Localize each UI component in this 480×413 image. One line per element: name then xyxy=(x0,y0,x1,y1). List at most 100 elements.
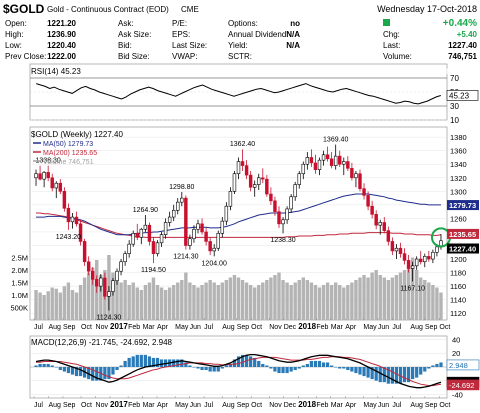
macd-hist-bar xyxy=(321,362,326,367)
candle-body xyxy=(34,173,38,179)
macd-hist-bar xyxy=(70,367,75,375)
x-tick-label: Mar xyxy=(331,402,344,409)
macd-hist-bar xyxy=(172,359,176,367)
rsi-tick-label: 70 xyxy=(450,74,459,83)
macd-hist-bar xyxy=(107,367,111,380)
macd-hist-bar xyxy=(95,367,99,381)
macd-hist-bar xyxy=(305,363,309,367)
volume-tick-label: 2.0M xyxy=(11,266,28,275)
volume-bar xyxy=(386,280,391,320)
field-value: N/A xyxy=(286,41,300,50)
volume-bar xyxy=(382,277,386,320)
candle-body xyxy=(38,173,42,180)
volume-bar xyxy=(362,275,366,320)
candle-body xyxy=(313,162,318,170)
candle-body xyxy=(91,270,95,280)
candle-body xyxy=(176,201,180,211)
candle-body xyxy=(257,177,261,185)
macd-hist-bar xyxy=(427,367,431,369)
volume-bar xyxy=(240,280,245,320)
price-annotation: 1298.80 xyxy=(169,184,194,191)
macd-hist-bar xyxy=(253,357,257,367)
price-annotation: 1338.30 xyxy=(36,157,61,164)
volume-tick-label: 1.5M xyxy=(11,279,28,288)
candle-body xyxy=(333,155,338,166)
macd-hist-bar xyxy=(58,367,62,371)
volume-bar xyxy=(305,280,310,320)
candle-body xyxy=(127,243,131,254)
volume-label: Volume: xyxy=(383,52,412,61)
x-tick-label: Jul xyxy=(392,402,401,409)
x-tick-label: Feb xyxy=(128,324,140,331)
price-annotation: 1214.30 xyxy=(173,253,198,260)
volume-bar xyxy=(192,285,196,320)
x-tick-label: 2017 xyxy=(110,322,128,331)
candle-body xyxy=(192,228,196,240)
x-tick-label: May xyxy=(175,402,189,409)
macd-hist-bar xyxy=(208,367,212,372)
price-last-label: 1227.40 xyxy=(449,244,476,253)
macd-hist-bar xyxy=(143,354,147,367)
candle-body xyxy=(143,224,148,230)
volume-bar xyxy=(159,287,164,320)
candle-body xyxy=(435,246,439,253)
volume-bar xyxy=(180,280,184,320)
quote-fields: Open: 1221.20 High: 1236.90 Low: 1220.40Prev … xyxy=(5,19,300,61)
price-tick-label: 1140 xyxy=(450,296,466,305)
candle-body xyxy=(155,242,160,254)
macd-hist-bar xyxy=(265,365,269,367)
field-value: N/A xyxy=(286,30,300,39)
legend-entry: MA(50) 1279.73 xyxy=(43,141,93,148)
price-tick-label: 1180 xyxy=(450,269,466,278)
volume-tick-label: 500K xyxy=(10,304,28,313)
candle-body xyxy=(147,224,152,242)
candle-body xyxy=(423,256,427,263)
candle-body xyxy=(54,182,58,189)
candle-body xyxy=(111,280,115,292)
volume-bar xyxy=(269,277,273,320)
price-last-box xyxy=(447,243,479,254)
field-label: Yield: xyxy=(228,41,248,50)
x-tick-label: Oct xyxy=(81,324,92,331)
volume-bar xyxy=(248,285,253,320)
x-tick-label: Jul xyxy=(204,402,213,409)
candle-body xyxy=(115,270,119,282)
volume-bar xyxy=(78,285,83,320)
macd-hist-bar xyxy=(240,354,245,367)
macd-hist-bar xyxy=(232,359,237,367)
field-label: P/E: xyxy=(172,19,187,28)
volume-bar xyxy=(163,290,168,320)
x-tick-label: Sep xyxy=(425,324,438,331)
price-annotation: 1238.30 xyxy=(270,237,295,244)
macd-hist-bar xyxy=(289,367,293,372)
candle-body xyxy=(159,234,164,244)
candle-body xyxy=(285,208,289,221)
volume-bar xyxy=(204,282,208,320)
volume-bar xyxy=(224,280,229,320)
volume-bar xyxy=(321,285,326,320)
volume-bar xyxy=(42,295,46,320)
candle-body xyxy=(204,231,208,242)
candle-body xyxy=(123,253,127,263)
volume-bar xyxy=(358,277,362,320)
rsi-panel: RSI(14) 45.23 7050301045.23 @ StockChart… xyxy=(29,63,479,125)
volume-bar xyxy=(236,277,241,320)
volume-bar xyxy=(419,277,423,320)
price-annotation: 1167.10 xyxy=(400,285,425,292)
legend-entry: Volume 746,751 xyxy=(43,159,94,166)
volume-bar xyxy=(423,280,427,320)
candle-body xyxy=(358,173,362,189)
rsi-tick-label: 30 xyxy=(450,102,459,111)
volume-bar xyxy=(342,287,346,320)
field-value: 1220.40 xyxy=(47,41,76,50)
macd-hist-bar xyxy=(317,360,322,367)
x-tick-label: Jul xyxy=(34,402,43,409)
candle-body xyxy=(163,222,168,235)
candle-body xyxy=(297,173,301,185)
volume-bar xyxy=(390,277,395,320)
macd-tick-label: 40 xyxy=(452,335,460,344)
macd-hist-bar xyxy=(386,367,390,384)
candle-body xyxy=(382,222,386,231)
macd-hist-bar xyxy=(50,365,54,367)
macd-hist-bar xyxy=(236,356,241,367)
